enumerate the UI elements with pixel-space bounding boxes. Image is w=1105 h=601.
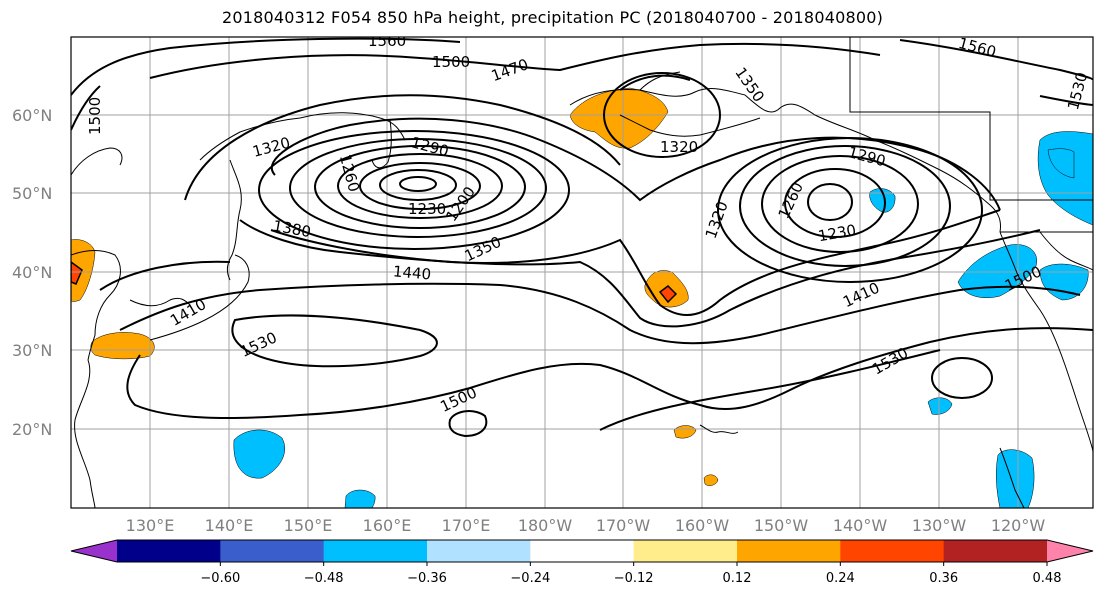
contour-label: 1500	[86, 97, 104, 135]
precip-negative-area	[344, 489, 376, 508]
lat-label: 40°N	[12, 263, 52, 282]
colorbar-segment	[117, 540, 221, 562]
boundaries	[849, 37, 1093, 271]
precip-negative-area	[957, 244, 1038, 298]
lon-label: 150°E	[284, 516, 333, 535]
precip-positive-area	[71, 239, 96, 302]
precip-negative-area	[1047, 148, 1075, 179]
lon-label: 140°E	[205, 516, 254, 535]
lat-label: 60°N	[12, 106, 52, 125]
colorbar-tick-label: −0.24	[510, 571, 550, 586]
figure-title: 2018040312 F054 850 hPa height, precipit…	[221, 8, 884, 27]
lat-label: 50°N	[12, 184, 52, 203]
precip-negative-area	[869, 188, 896, 213]
precip-strong-area	[658, 285, 678, 304]
colorbar-extend-high	[1047, 540, 1093, 562]
colorbar-extend-low	[71, 540, 117, 562]
colorbar-tick-label: −0.36	[407, 571, 447, 586]
colorbar-tick-label: 0.36	[929, 571, 958, 586]
lon-label: 160°W	[675, 516, 730, 535]
colorbar-segment	[530, 540, 635, 562]
lat-label: 20°N	[12, 420, 52, 439]
contour-label: 1440	[392, 262, 432, 283]
lon-label: 180°W	[518, 516, 573, 535]
contour-label: 1560	[368, 32, 406, 50]
contour-label: 1320	[660, 138, 698, 156]
lon-label: 150°W	[754, 516, 809, 535]
latitude-labels: 60°N 50°N 40°N 30°N 20°N	[12, 106, 52, 439]
precip-positive-area	[703, 474, 719, 486]
colorbar-segment	[943, 540, 1048, 562]
colorbar-segment	[737, 540, 841, 562]
precip-positive-area	[90, 332, 155, 360]
colorbar-tick-label: −0.48	[304, 571, 344, 586]
map-frame	[70, 36, 1094, 509]
longitude-labels: 130°E 140°E 150°E 160°E 170°E 180°W 170°…	[126, 516, 1046, 535]
colorbar: −0.60 −0.48 −0.36 −0.24 −0.12 0.12 0.24 0.36 0.4…	[70, 539, 1094, 586]
colorbar-tick-label: 0.12	[723, 571, 752, 586]
colorbar-segment	[840, 540, 945, 562]
map-area: 1560 1500 1470 1350 1560 1530 1500 1320 …	[71, 32, 1093, 508]
colorbar-segment	[427, 540, 531, 562]
lon-label: 130°W	[912, 516, 967, 535]
lon-label: 160°E	[363, 516, 412, 535]
colorbar-tick-label: 0.24	[826, 571, 855, 586]
precip-shading	[71, 87, 1093, 508]
lon-label: 170°E	[442, 516, 491, 535]
colorbar-tick-label: −0.12	[614, 571, 654, 586]
colorbar-tick-label: −0.60	[200, 571, 240, 586]
colorbar-segment	[633, 540, 738, 562]
precip-negative-area	[927, 397, 953, 415]
precip-negative-area	[233, 429, 286, 479]
colorbar-segment	[323, 540, 428, 562]
height-contours	[71, 37, 1093, 438]
precip-strong-area	[71, 261, 83, 285]
lon-label: 130°E	[126, 516, 175, 535]
contour-label: 1500	[432, 53, 470, 71]
colorbar-tick-label: 0.48	[1033, 571, 1062, 586]
lon-label: 170°W	[596, 516, 651, 535]
contour-label: 1230	[408, 200, 446, 218]
precip-negative-area	[996, 449, 1035, 508]
colorbar-outline	[70, 539, 1094, 563]
lon-label: 120°W	[991, 516, 1046, 535]
lat-label: 30°N	[12, 341, 52, 360]
lon-label: 140°W	[833, 516, 888, 535]
colorbar-segment	[220, 540, 325, 562]
